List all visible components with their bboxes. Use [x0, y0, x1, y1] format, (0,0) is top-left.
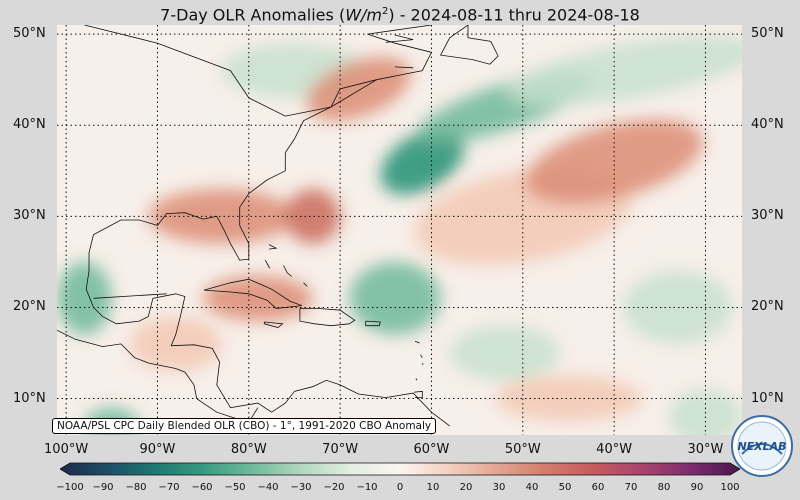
coastline — [299, 307, 356, 327]
lon-label: 100°W — [44, 442, 89, 457]
colorbar-tick-label: −80 — [125, 482, 147, 493]
anomaly-blob — [57, 261, 112, 335]
coastline — [203, 278, 302, 309]
colorbar — [60, 462, 740, 476]
coastline — [421, 362, 424, 365]
coastline — [264, 259, 271, 269]
lon-label: 30°W — [687, 442, 724, 457]
lon-label: 40°W — [596, 442, 633, 457]
colorbar-tick-label: −50 — [224, 482, 246, 493]
colorbar-tick-label: 30 — [492, 482, 506, 493]
lat-label-left: 50°N — [13, 26, 46, 42]
graticule — [57, 25, 742, 435]
anomaly-blob — [380, 128, 465, 195]
colorbar-tick-label: −40 — [257, 482, 279, 493]
colorbar-tick-label: −10 — [356, 482, 378, 493]
colorbar-tick-label: −70 — [158, 482, 180, 493]
lon-label: 70°W — [322, 442, 359, 457]
lon-label: 90°W — [139, 442, 176, 457]
colorbar-tick-label: −100 — [56, 482, 84, 493]
lat-label-right: 20°N — [751, 299, 784, 315]
colorbar-tick-label: 20 — [459, 482, 473, 493]
anomaly-blob — [203, 275, 313, 322]
anomaly-blob — [495, 375, 642, 422]
anomaly-blob — [449, 325, 560, 381]
noaa-nexlab-logo[interactable]: NEXLAB — [730, 414, 794, 478]
coastline — [268, 244, 278, 250]
coastline — [414, 340, 420, 344]
lat-label-right: 50°N — [751, 26, 784, 42]
colorbar-tick-label: 80 — [657, 482, 671, 493]
colorbar-tick-label: 90 — [690, 482, 704, 493]
coastline — [303, 282, 308, 287]
coastline — [85, 79, 450, 427]
lat-label-left: 10°N — [13, 390, 46, 406]
map-title: 7-Day OLR Anomalies (W/m2) - 2024-08-11 … — [160, 5, 640, 25]
coastline — [365, 320, 381, 327]
anomaly-blob — [525, 119, 703, 205]
coastline — [57, 329, 259, 423]
coastline — [394, 66, 414, 69]
map-panel[interactable] — [57, 25, 742, 435]
colorbar-tick-label: 70 — [624, 482, 638, 493]
colorbar-tick-label: −90 — [92, 482, 114, 493]
lat-label-right: 40°N — [751, 117, 784, 133]
olr-anomaly-map[interactable] — [57, 25, 742, 435]
lat-label-left: 40°N — [13, 117, 46, 133]
colorbar-body — [60, 462, 740, 476]
colorbar-tick-label: 100 — [720, 482, 740, 493]
source-annotation: NOAA/PSL CPC Daily Blended OLR (CBO) - 1… — [52, 418, 437, 434]
colorbar-tick-label: 0 — [396, 482, 404, 493]
lon-label: 80°W — [230, 442, 267, 457]
colorbar-tick-label: −20 — [323, 482, 345, 493]
lon-label: 50°W — [504, 442, 541, 457]
colorbar-tick-label: −60 — [191, 482, 213, 493]
coastline — [385, 34, 414, 43]
colorbar-tick-label: 40 — [525, 482, 539, 493]
coastline — [283, 265, 292, 277]
coastline — [93, 293, 167, 299]
coastline — [415, 378, 418, 381]
lat-label-left: 20°N — [13, 299, 46, 315]
lat-label-left: 30°N — [13, 208, 46, 224]
colorbar-tick-label: −30 — [290, 482, 312, 493]
coastline — [263, 321, 284, 328]
anomaly-blob — [506, 35, 742, 106]
colorbar-tick-label: 50 — [558, 482, 572, 493]
anomaly-blob — [349, 261, 441, 335]
coastline — [414, 390, 423, 399]
svg-text:NEXLAB: NEXLAB — [737, 440, 786, 453]
coastline — [420, 354, 423, 358]
lon-label: 60°W — [413, 442, 450, 457]
lat-label-right: 30°N — [751, 208, 784, 224]
coastline — [439, 25, 499, 65]
anomaly-blob — [148, 189, 295, 244]
anomaly-blob — [285, 189, 341, 244]
lat-label-right: 10°N — [751, 390, 784, 406]
colorbar-tick-label: 60 — [591, 482, 605, 493]
colorbar-tick-label: 10 — [426, 482, 440, 493]
anomaly-blob — [130, 316, 222, 372]
